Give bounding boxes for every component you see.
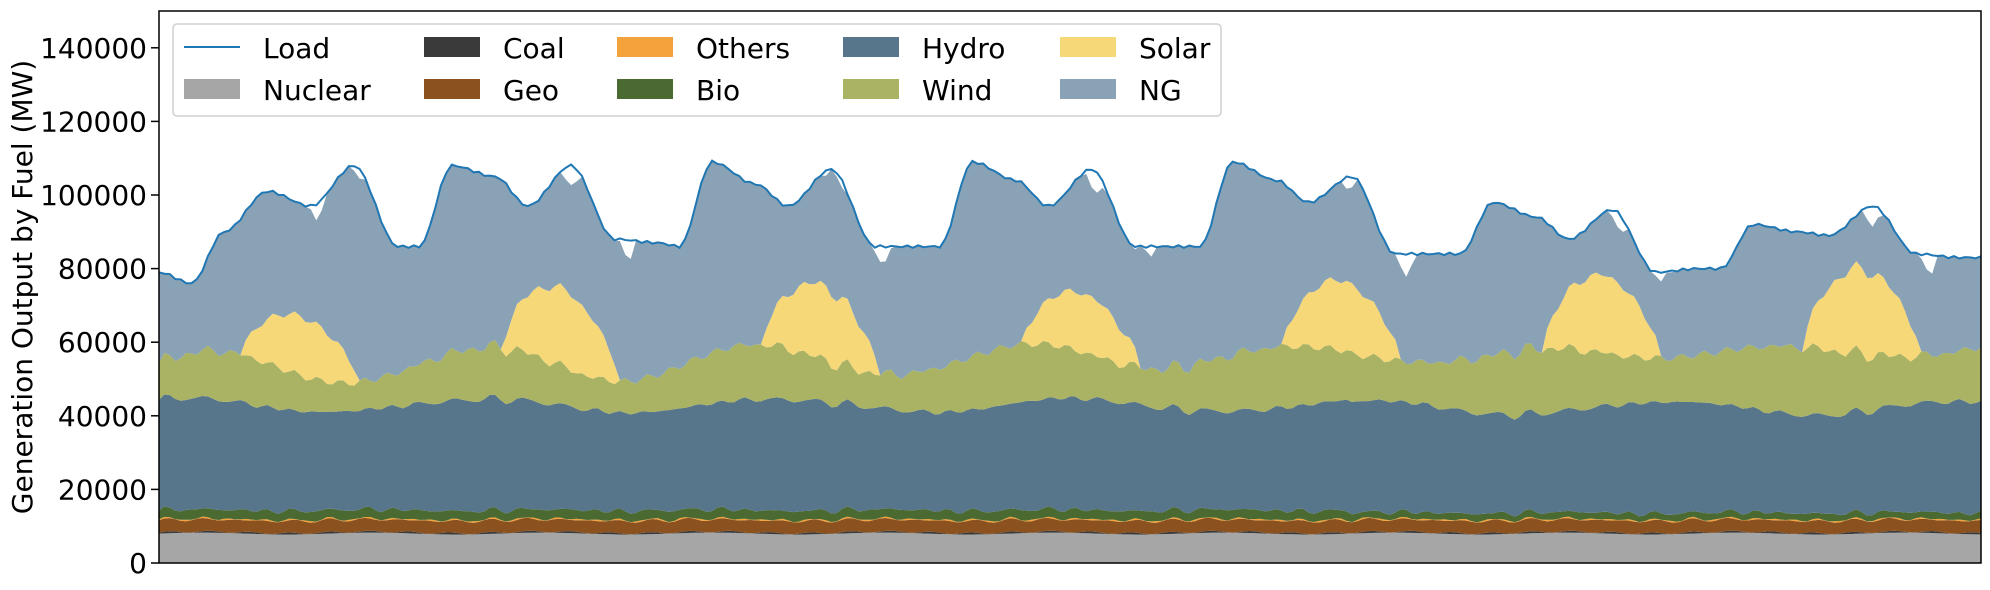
y-tick-label: 0 (129, 547, 147, 580)
legend-swatch-ng (1060, 79, 1116, 99)
y-axis-title: Generation Output by Fuel (MW) (6, 60, 39, 514)
legend-swatch-nuclear (184, 79, 240, 99)
area-nuclear (159, 532, 1981, 563)
legend-swatch-coal (424, 37, 480, 57)
legend-label-hydro: Hydro (922, 32, 1005, 65)
area-hydro (159, 394, 1981, 517)
plot-frame (158, 10, 1982, 564)
area-solar (159, 261, 1981, 386)
area-bio (159, 506, 1981, 523)
legend-label-others: Others (696, 32, 790, 65)
y-tick-label: 100000 (40, 179, 147, 212)
legend-swatch-bio (617, 79, 673, 99)
legend-swatch-others (617, 37, 673, 57)
legend-label-ng: NG (1139, 74, 1182, 107)
area-coal (159, 530, 1981, 535)
area-stack (159, 160, 1981, 563)
legend-label-wind: Wind (922, 74, 992, 107)
load-line-group (158, 159, 1982, 285)
y-tick-label: 20000 (58, 473, 147, 506)
load-line (158, 159, 1982, 285)
area-others (159, 516, 1981, 523)
legend-label-bio: Bio (696, 74, 740, 107)
legend-label-solar: Solar (1139, 32, 1211, 65)
y-tick-label: 140000 (40, 32, 147, 65)
legend-swatch-geo (424, 79, 480, 99)
legend-label-coal: Coal (503, 32, 565, 65)
y-tick-label: 120000 (40, 105, 147, 138)
legend: Load Nuclear Coal Geo Others Bio Hydro Wind Sola… (172, 23, 1222, 117)
legend-label-load: Load (263, 32, 330, 65)
legend-label-geo: Geo (503, 74, 559, 107)
y-axis: 0 20000 40000 60000 80000 100000 120000 140000 (40, 32, 159, 580)
legend-swatch-hydro (843, 37, 899, 57)
area-ng (159, 160, 1981, 384)
y-tick-label: 80000 (58, 253, 147, 286)
y-tick-label: 40000 (58, 400, 147, 433)
legend-label-nuclear: Nuclear (263, 74, 371, 107)
legend-swatch-wind (843, 79, 899, 99)
legend-swatch-solar (1060, 37, 1116, 57)
y-tick-label: 60000 (58, 326, 147, 359)
area-wind (159, 340, 1981, 420)
area-geo (159, 517, 1981, 535)
